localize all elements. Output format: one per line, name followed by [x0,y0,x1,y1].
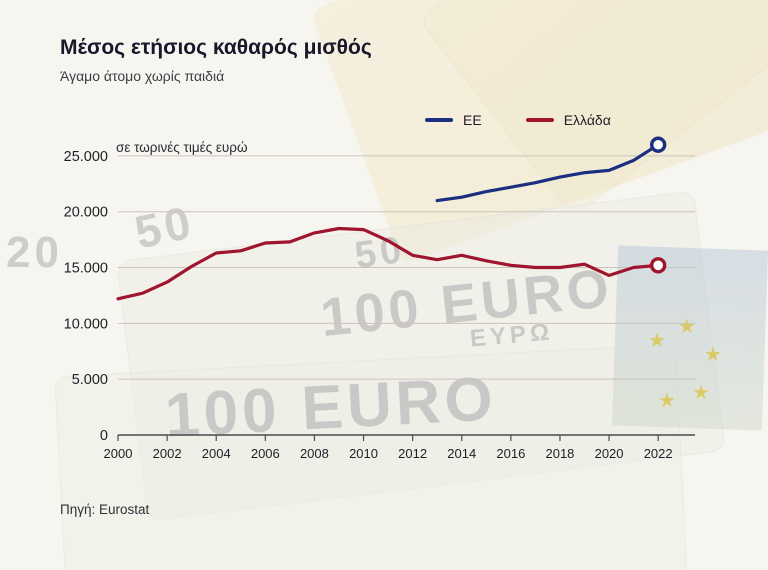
y-axis-unit-note: σε τωρινές τιμές ευρώ [116,140,248,155]
chart-subtitle: Άγαμο άτομο χωρίς παιδιά [60,68,225,84]
svg-text:2018: 2018 [545,446,574,461]
svg-text:2016: 2016 [496,446,525,461]
svg-text:2010: 2010 [349,446,378,461]
svg-text:2006: 2006 [251,446,280,461]
svg-text:0: 0 [100,428,108,444]
svg-text:2004: 2004 [202,446,231,461]
svg-text:25.000: 25.000 [64,149,108,165]
svg-text:15.000: 15.000 [64,261,108,277]
svg-text:2014: 2014 [447,446,476,461]
svg-text:10.000: 10.000 [64,316,108,332]
chart-title: Μέσος ετήσιος καθαρός μισθός [60,36,372,59]
source-credit: Πηγή: Eurostat [60,502,150,517]
svg-text:2008: 2008 [300,446,329,461]
svg-text:2022: 2022 [644,446,673,461]
svg-text:20.000: 20.000 [64,205,108,221]
svg-text:5.000: 5.000 [72,372,108,388]
svg-text:2002: 2002 [153,446,182,461]
line-chart: 0 5.000 10.000 15.000 20.000 25.000 2000 2002 20… [50,110,750,490]
line-chart-svg: 0 5.000 10.000 15.000 20.000 25.000 2000 2002 20… [64,136,695,461]
svg-text:2000: 2000 [104,446,133,461]
svg-text:2020: 2020 [595,446,624,461]
svg-text:2012: 2012 [398,446,427,461]
